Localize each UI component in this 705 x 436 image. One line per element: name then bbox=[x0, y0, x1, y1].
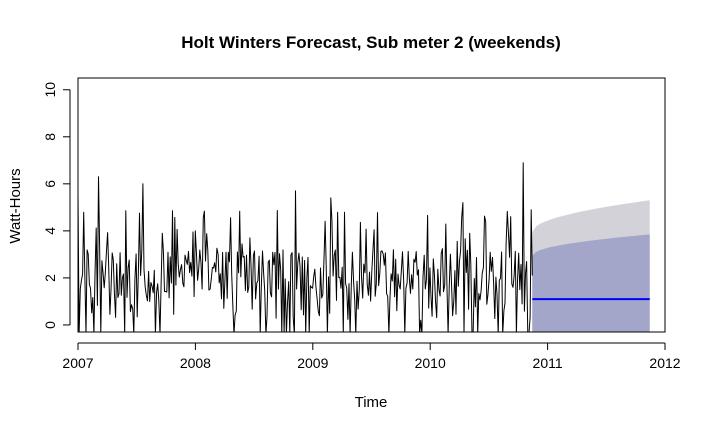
y-tick-label-4: 4 bbox=[42, 227, 58, 235]
x-axis-label: Time bbox=[355, 394, 388, 411]
x-tick-label-2009: 2009 bbox=[297, 355, 328, 371]
y-tick-label-2: 2 bbox=[42, 274, 58, 282]
y-tick-label-10: 10 bbox=[42, 82, 58, 98]
observed-series-line bbox=[78, 162, 533, 332]
y-axis-label: Watt-Hours bbox=[7, 168, 24, 243]
x-tick-label-2011: 2011 bbox=[533, 355, 563, 371]
chart-title: Holt Winters Forecast, Sub meter 2 (week… bbox=[181, 33, 561, 52]
x-tick-label-2007: 2007 bbox=[62, 355, 93, 371]
y-tick-label-6: 6 bbox=[42, 180, 58, 188]
x-tick-label-2010: 2010 bbox=[415, 355, 446, 371]
y-tick-label-8: 8 bbox=[42, 133, 58, 141]
plot-frame bbox=[77, 77, 666, 333]
plot-area: 2007 2008 2009 2010 2011 2012 0 2 4 6 8 10 bbox=[42, 77, 681, 371]
y-tick-label-0: 0 bbox=[42, 321, 58, 329]
forecast-80-interval-band bbox=[532, 234, 650, 332]
x-tick-label-2008: 2008 bbox=[180, 355, 211, 371]
x-tick-label-2012: 2012 bbox=[649, 355, 680, 371]
